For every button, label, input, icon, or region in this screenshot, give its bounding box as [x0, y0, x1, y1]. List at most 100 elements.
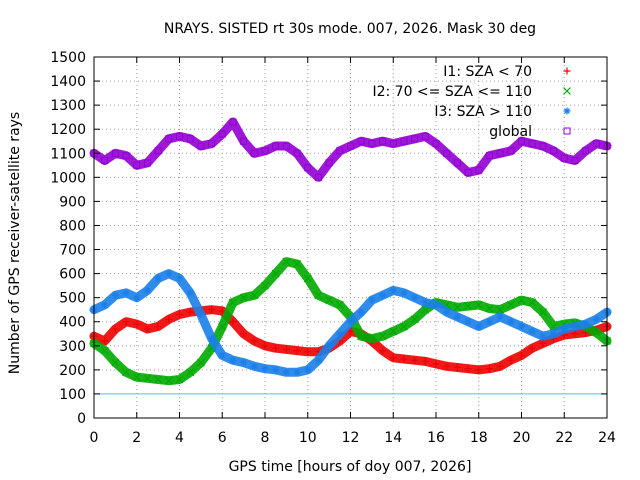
data-point: [325, 342, 333, 350]
data-point: [443, 362, 451, 370]
data-point: [186, 135, 194, 143]
legend: I1: SZA < 70 I2: 70 <= SZA <= 110 I3: SZA …: [372, 64, 571, 140]
data-point: [165, 135, 173, 143]
data-point: [357, 308, 365, 316]
axis-tick-labels: 0100200300400500600700800900100011001200…: [50, 50, 616, 446]
data-point: [282, 345, 290, 353]
data-point: [208, 335, 216, 343]
data-point: [229, 298, 237, 307]
x-tick-label: 2: [132, 430, 141, 446]
legend-marker: [563, 127, 571, 135]
data-point: [379, 137, 387, 145]
x-tick-label: 6: [218, 430, 227, 446]
data-point: [389, 140, 397, 148]
data-point: [335, 300, 344, 309]
data-point: [101, 301, 109, 309]
x-tick-label: 0: [90, 430, 99, 446]
data-point: [111, 325, 119, 333]
chart-title: NRAYS. SISTED rt 30s mode. 007, 2026. Ma…: [164, 21, 536, 37]
data-point: [357, 332, 366, 341]
data-point: [303, 274, 312, 283]
data-point: [250, 291, 259, 300]
data-point: [197, 142, 205, 150]
x-tick-label: 10: [299, 430, 317, 446]
data-point: [496, 313, 504, 321]
data-point: [485, 304, 494, 313]
data-point: [111, 291, 119, 299]
data-point: [389, 286, 397, 294]
data-point: [261, 281, 269, 290]
data-point: [411, 294, 419, 302]
data-point: [218, 351, 226, 359]
x-tick-label: 16: [427, 430, 445, 446]
data-point: [347, 142, 354, 150]
data-point: [485, 152, 493, 160]
data-point: [379, 347, 387, 355]
data-point: [132, 373, 141, 382]
data-point: [592, 328, 601, 337]
data-point: [293, 368, 301, 376]
data-point: [250, 337, 258, 345]
data-point: [475, 366, 483, 374]
data-point: [133, 161, 141, 169]
data-point: [111, 149, 119, 157]
x-tick-label: 18: [470, 430, 488, 446]
data-point: [325, 159, 333, 167]
y-tick-label: 900: [59, 194, 86, 210]
data-point: [400, 289, 408, 297]
y-tick-label: 1200: [50, 122, 86, 138]
data-point: [592, 140, 600, 148]
y-tick-label: 200: [59, 363, 86, 379]
y-tick-label: 300: [59, 339, 86, 355]
data-point: [304, 348, 312, 356]
y-tick-label: 100: [59, 387, 86, 403]
data-point: [261, 365, 269, 373]
data-point: [496, 149, 504, 157]
data-point: [304, 164, 312, 172]
data-point: [314, 173, 322, 181]
data-point: [176, 132, 183, 140]
data-point: [453, 303, 462, 312]
y-tick-label: 800: [59, 218, 86, 234]
data-point: [272, 344, 280, 352]
x-axis-label: GPS time [hours of doy 007, 2026]: [229, 459, 472, 475]
data-point: [411, 135, 419, 143]
data-point: [367, 334, 376, 343]
data-point: [154, 375, 163, 384]
data-point: [250, 149, 258, 157]
data-point: [443, 308, 451, 316]
data-point: [517, 296, 526, 304]
data-point: [528, 344, 536, 352]
data-point: [111, 358, 120, 367]
data-point: [528, 298, 537, 307]
x-tick-label: 24: [598, 430, 616, 446]
data-point: [143, 159, 151, 167]
y-tick-label: 500: [59, 291, 86, 307]
data-point: [379, 291, 387, 299]
x-tick-label: 4: [175, 430, 184, 446]
data-point: [592, 315, 600, 323]
y-axis-label: Number of GPS receiver-satellite rays: [7, 112, 23, 374]
data-point: [432, 140, 440, 148]
data-point: [240, 330, 248, 338]
data-point: [229, 356, 237, 364]
data-point: [165, 315, 173, 323]
data-point: [571, 156, 579, 164]
data-point: [101, 156, 109, 164]
legend-label: I2: 70 <= SZA <= 110: [372, 84, 532, 100]
legend-marker: [563, 87, 571, 95]
data-point: [186, 368, 195, 377]
data-point: [208, 140, 216, 148]
data-point: [347, 327, 354, 335]
data-point: [421, 298, 429, 306]
data-point: [357, 137, 365, 145]
x-tick-label: 14: [384, 430, 402, 446]
data-point: [122, 368, 130, 377]
data-point: [272, 142, 280, 150]
data-point: [453, 313, 461, 321]
data-point: [539, 339, 547, 347]
data-point: [582, 147, 590, 155]
data-point: [101, 337, 109, 345]
legend-label: I3: SZA > 110: [434, 104, 532, 120]
